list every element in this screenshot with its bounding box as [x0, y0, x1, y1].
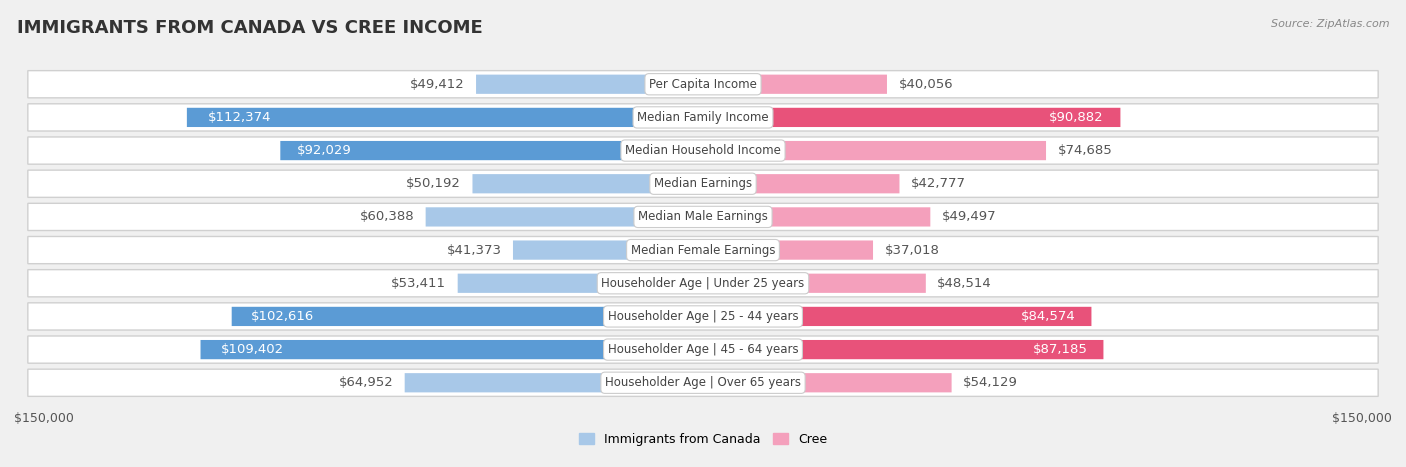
Text: Householder Age | 45 - 64 years: Householder Age | 45 - 64 years: [607, 343, 799, 356]
FancyBboxPatch shape: [28, 369, 1378, 396]
Text: $109,402: $109,402: [221, 343, 284, 356]
Text: $37,018: $37,018: [884, 244, 939, 256]
FancyBboxPatch shape: [477, 75, 700, 94]
FancyBboxPatch shape: [706, 241, 873, 260]
Text: Median Family Income: Median Family Income: [637, 111, 769, 124]
Text: $60,388: $60,388: [360, 211, 415, 223]
Text: $84,574: $84,574: [1021, 310, 1076, 323]
Text: Householder Age | 25 - 44 years: Householder Age | 25 - 44 years: [607, 310, 799, 323]
Text: $40,056: $40,056: [898, 78, 953, 91]
FancyBboxPatch shape: [706, 174, 900, 193]
FancyBboxPatch shape: [405, 373, 700, 392]
Text: $150,000: $150,000: [14, 412, 75, 425]
Text: IMMIGRANTS FROM CANADA VS CREE INCOME: IMMIGRANTS FROM CANADA VS CREE INCOME: [17, 19, 482, 37]
FancyBboxPatch shape: [706, 141, 1046, 160]
FancyBboxPatch shape: [232, 307, 700, 326]
FancyBboxPatch shape: [706, 207, 931, 226]
FancyBboxPatch shape: [28, 269, 1378, 297]
FancyBboxPatch shape: [706, 307, 1091, 326]
Text: $42,777: $42,777: [911, 177, 966, 190]
Text: $74,685: $74,685: [1057, 144, 1112, 157]
FancyBboxPatch shape: [201, 340, 700, 359]
FancyBboxPatch shape: [706, 108, 1121, 127]
FancyBboxPatch shape: [28, 104, 1378, 131]
FancyBboxPatch shape: [458, 274, 700, 293]
FancyBboxPatch shape: [706, 340, 1104, 359]
Text: Householder Age | Over 65 years: Householder Age | Over 65 years: [605, 376, 801, 389]
Text: $50,192: $50,192: [406, 177, 461, 190]
Text: $49,497: $49,497: [942, 211, 997, 223]
Text: $64,952: $64,952: [339, 376, 394, 389]
Text: $92,029: $92,029: [297, 144, 352, 157]
FancyBboxPatch shape: [28, 336, 1378, 363]
FancyBboxPatch shape: [28, 303, 1378, 330]
FancyBboxPatch shape: [187, 108, 700, 127]
Text: Median Female Earnings: Median Female Earnings: [631, 244, 775, 256]
FancyBboxPatch shape: [513, 241, 700, 260]
FancyBboxPatch shape: [706, 274, 925, 293]
FancyBboxPatch shape: [472, 174, 700, 193]
Text: $87,185: $87,185: [1032, 343, 1087, 356]
FancyBboxPatch shape: [706, 373, 952, 392]
Text: Median Male Earnings: Median Male Earnings: [638, 211, 768, 223]
FancyBboxPatch shape: [28, 203, 1378, 231]
Text: $53,411: $53,411: [391, 277, 446, 290]
FancyBboxPatch shape: [280, 141, 700, 160]
Text: $102,616: $102,616: [250, 310, 314, 323]
Text: $112,374: $112,374: [208, 111, 271, 124]
Text: $54,129: $54,129: [963, 376, 1018, 389]
Text: $90,882: $90,882: [1049, 111, 1104, 124]
FancyBboxPatch shape: [706, 75, 887, 94]
Text: $48,514: $48,514: [938, 277, 993, 290]
FancyBboxPatch shape: [28, 236, 1378, 264]
Text: Median Earnings: Median Earnings: [654, 177, 752, 190]
Text: Median Household Income: Median Household Income: [626, 144, 780, 157]
FancyBboxPatch shape: [28, 71, 1378, 98]
Text: Source: ZipAtlas.com: Source: ZipAtlas.com: [1271, 19, 1389, 28]
FancyBboxPatch shape: [426, 207, 700, 226]
Text: $49,412: $49,412: [409, 78, 464, 91]
Legend: Immigrants from Canada, Cree: Immigrants from Canada, Cree: [574, 428, 832, 451]
Text: Householder Age | Under 25 years: Householder Age | Under 25 years: [602, 277, 804, 290]
Text: $150,000: $150,000: [1331, 412, 1392, 425]
Text: $41,373: $41,373: [447, 244, 502, 256]
FancyBboxPatch shape: [28, 170, 1378, 198]
Text: Per Capita Income: Per Capita Income: [650, 78, 756, 91]
FancyBboxPatch shape: [28, 137, 1378, 164]
